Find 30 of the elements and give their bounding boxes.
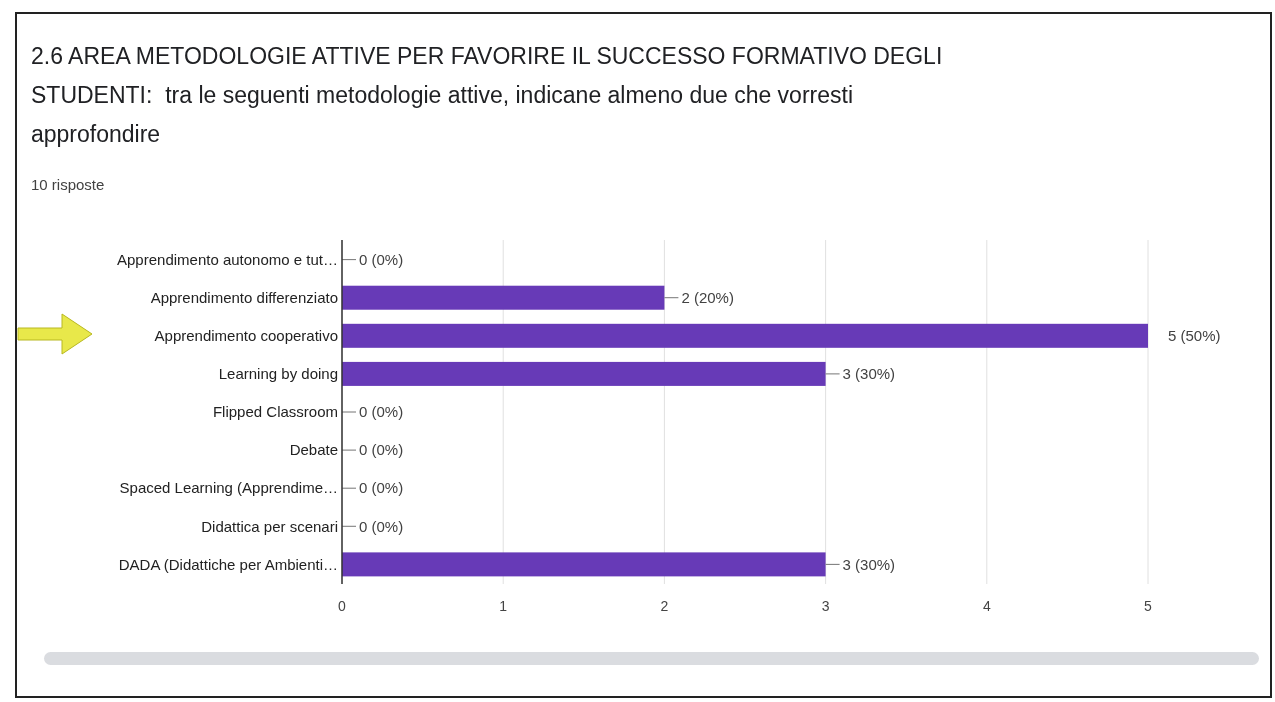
x-tick-label: 4 xyxy=(982,598,991,614)
data-label: 0 (0%) xyxy=(359,250,404,268)
data-label: 2 (20%) xyxy=(681,288,734,306)
y-tick-label: Didattica per scenari xyxy=(201,517,338,535)
bar xyxy=(342,323,1148,348)
y-tick-label: Apprendimento differenziato xyxy=(150,288,338,306)
chart-title: 2.6 AREA METODOLOGIE ATTIVE PER FAVORIRE IL SUCCESSO FORMATIVO DEGLI STUDENTI: tra le seguenti metodologie attive, indicane almeno due che vorresti approfondire xyxy=(31,43,943,147)
data-label: 0 (0%) xyxy=(359,403,404,421)
y-tick-label: Debate xyxy=(289,441,338,459)
y-tick-label: Learning by doing xyxy=(218,365,338,383)
y-tick-label: Apprendimento autonomo e tut… xyxy=(117,250,338,268)
y-tick-label: DADA (Didattiche per Ambienti… xyxy=(118,555,338,573)
x-tick-label: 0 xyxy=(338,598,347,614)
x-tick-label: 3 xyxy=(821,598,830,614)
data-label: 3 (30%) xyxy=(842,555,896,573)
y-tick-label: Flipped Classroom xyxy=(212,403,338,421)
y-tick-label: Spaced Learning (Apprendime… xyxy=(119,479,338,497)
y-tick-label: Apprendimento cooperativo xyxy=(154,327,338,345)
data-label: 0 (0%) xyxy=(359,517,404,535)
data-label: 0 (0%) xyxy=(359,441,404,459)
data-label: 0 (0%) xyxy=(359,479,404,497)
x-tick-label: 5 xyxy=(1144,598,1153,614)
bar xyxy=(342,285,665,310)
data-label: 5 (50%) xyxy=(1168,327,1221,345)
data-label: 3 (30%) xyxy=(842,365,896,383)
x-tick-label: 1 xyxy=(499,598,508,614)
bar xyxy=(342,361,826,386)
text: 10 risposte xyxy=(31,176,105,193)
bar xyxy=(342,552,826,577)
x-tick-label: 2 xyxy=(660,598,669,614)
